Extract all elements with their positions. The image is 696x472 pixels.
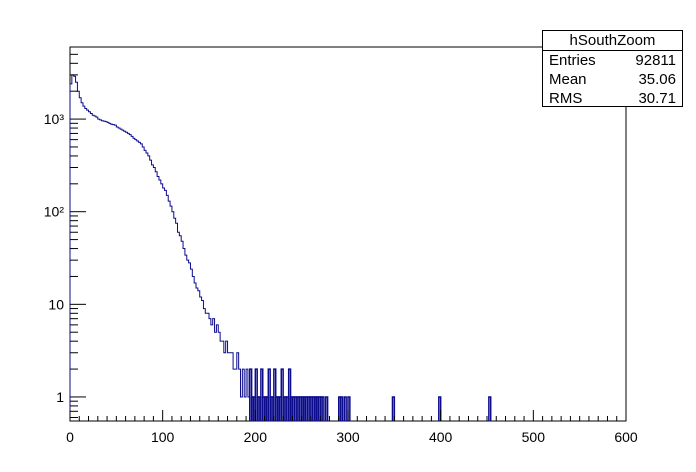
histogram-bin — [438, 396, 442, 421]
histogram-bin — [254, 368, 258, 421]
histogram-bin — [339, 396, 344, 421]
histogram-bin — [249, 368, 253, 421]
y-tick-label: 1 — [56, 389, 64, 405]
y-tick-label: 10² — [44, 204, 65, 220]
x-tick-label: 100 — [151, 429, 175, 445]
histogram-bin — [391, 396, 396, 421]
histogram-bin — [347, 396, 351, 421]
histogram-bin — [488, 396, 492, 421]
histogram-bin — [343, 396, 347, 421]
stats-value: 30.71 — [638, 90, 676, 107]
stats-title: hSouthZoom — [543, 31, 682, 51]
x-axis: 0 100 200 300 400 500 600 — [66, 410, 638, 445]
x-tick-label: 300 — [336, 429, 360, 445]
histogram-bin — [287, 368, 292, 421]
y-axis: 1 10 10² 10³ — [44, 46, 86, 418]
histogram-bin — [260, 368, 264, 421]
y-tick-label: 10³ — [44, 111, 65, 127]
x-tick-label: 400 — [429, 429, 453, 445]
x-tick-label: 200 — [244, 429, 268, 445]
stats-value: 92811 — [635, 52, 676, 69]
histogram-bin — [273, 368, 277, 421]
stats-value: 35.06 — [638, 71, 676, 88]
histogram-layer — [69, 74, 492, 421]
stats-row-mean: Mean 35.06 — [543, 70, 682, 89]
x-tick-label: 500 — [522, 429, 546, 445]
x-tick-label: 0 — [66, 429, 74, 445]
stats-label: Entries — [549, 52, 596, 69]
y-tick-label: 10 — [48, 296, 64, 312]
stats-row-rms: RMS 30.71 — [543, 89, 682, 108]
stats-box: hSouthZoom Entries 92811 Mean 35.06 RMS … — [542, 30, 683, 107]
stats-row-entries: Entries 92811 — [543, 51, 682, 70]
x-tick-label: 600 — [614, 429, 638, 445]
stats-label: Mean — [549, 71, 587, 88]
histogram-bin — [321, 396, 325, 421]
histogram-outline — [69, 74, 251, 421]
histogram-bin — [267, 368, 271, 421]
histogram-bin — [280, 368, 284, 421]
stats-label: RMS — [549, 90, 583, 107]
histogram-bin — [325, 396, 329, 421]
